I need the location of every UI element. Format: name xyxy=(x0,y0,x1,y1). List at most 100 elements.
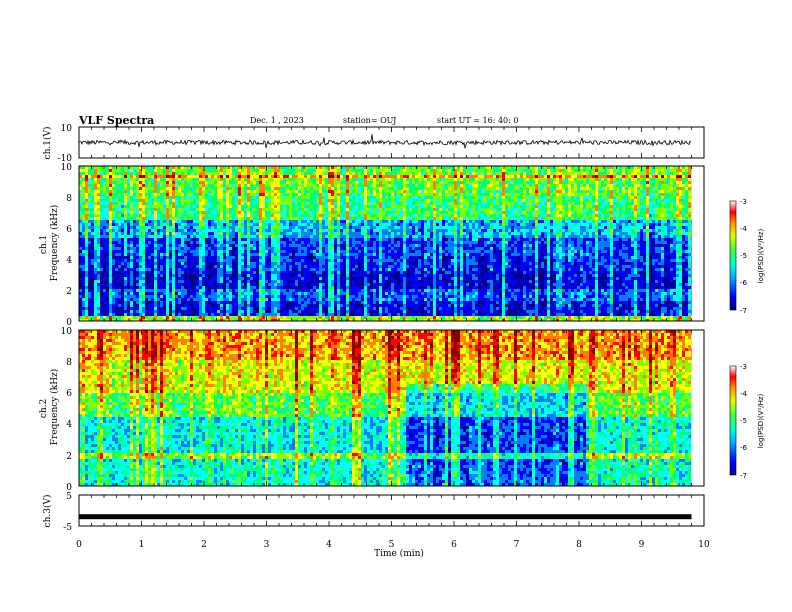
spectrogram-cell xyxy=(610,184,613,187)
spectrogram-cell xyxy=(607,220,610,223)
spectrogram-cell xyxy=(274,178,277,181)
spectrogram-cell xyxy=(88,223,91,226)
spectrogram-cell xyxy=(463,181,466,184)
spectrogram-cell xyxy=(190,193,193,196)
spectrogram-cell xyxy=(448,196,451,199)
spectrogram-cell xyxy=(469,181,472,184)
spectrogram-cell xyxy=(301,205,304,208)
spectrogram-cell xyxy=(523,202,526,205)
spectrogram-cell xyxy=(391,169,394,172)
spectrogram-cell xyxy=(391,232,394,235)
spectrogram-cell xyxy=(256,223,259,226)
spectrogram-cell xyxy=(109,223,112,226)
ch1-ytick-bottom: -10 xyxy=(58,154,73,164)
spectrogram-cell xyxy=(232,235,235,238)
spectrogram-cell xyxy=(427,220,430,223)
spectrogram-cell xyxy=(496,178,499,181)
spectrogram-cell xyxy=(592,214,595,217)
spectrogram-cell xyxy=(271,193,274,196)
spectrogram-cell xyxy=(133,220,136,223)
spectrogram-cell xyxy=(400,202,403,205)
spectrogram-cell xyxy=(424,187,427,190)
spectrogram-cell xyxy=(523,166,526,169)
spectrogram-cell xyxy=(160,196,163,199)
spectrogram-cell xyxy=(550,196,553,199)
spectrogram-cell xyxy=(145,193,148,196)
spectrogram-cell xyxy=(298,196,301,199)
spectrogram-cell xyxy=(523,178,526,181)
spectrogram-cell xyxy=(328,217,331,220)
spectrogram-cell xyxy=(370,172,373,175)
spectrogram-cell xyxy=(124,175,127,178)
spectrogram-cell xyxy=(673,172,676,175)
spectrogram-cell xyxy=(418,199,421,202)
spectrogram-cell xyxy=(616,205,619,208)
spectrogram-cell xyxy=(154,190,157,193)
spectrogram-cell xyxy=(652,229,655,232)
spectrogram-cell xyxy=(295,169,298,172)
spectrogram-cell xyxy=(448,190,451,193)
spectrogram-cell xyxy=(625,166,628,169)
spectrogram-cell xyxy=(316,184,319,187)
spectrogram-cell xyxy=(478,169,481,172)
spectrogram-cell xyxy=(160,169,163,172)
spectrogram-cell xyxy=(268,184,271,187)
spectrogram-cell xyxy=(547,178,550,181)
spectrogram-cell xyxy=(403,175,406,178)
spectrogram-cell xyxy=(187,193,190,196)
spectrogram-cell xyxy=(514,178,517,181)
spectrogram-cell xyxy=(253,232,256,235)
spectrogram-cell xyxy=(385,184,388,187)
spectrogram-cell xyxy=(664,187,667,190)
spectrogram-cell xyxy=(511,232,514,235)
spectrogram-cell xyxy=(316,232,319,235)
spectrogram-cell xyxy=(232,202,235,205)
spectrogram-cell xyxy=(418,226,421,229)
spectrogram-cell xyxy=(115,205,118,208)
spectrogram-cell xyxy=(547,172,550,175)
spectrogram-cell xyxy=(397,232,400,235)
spectrogram-cell xyxy=(535,223,538,226)
spectrogram-cell xyxy=(217,172,220,175)
spectrogram-cell xyxy=(352,166,355,169)
spectrogram-cell xyxy=(475,217,478,220)
spectrogram-cell xyxy=(370,205,373,208)
spectrogram-cell xyxy=(292,208,295,211)
spectrogram-cell xyxy=(325,205,328,208)
spectrogram-cell xyxy=(469,175,472,178)
spectrogram-cell xyxy=(685,184,688,187)
spectrogram-cell xyxy=(205,205,208,208)
spectrogram-cell xyxy=(475,190,478,193)
spectrogram-cell xyxy=(658,193,661,196)
spectrogram-cell xyxy=(565,181,568,184)
spectrogram-cell xyxy=(346,178,349,181)
spectrogram-cell xyxy=(244,223,247,226)
spectrogram-cell xyxy=(217,187,220,190)
spectrogram-cell xyxy=(583,196,586,199)
spectrogram-cell xyxy=(532,169,535,172)
spectrogram-cell xyxy=(118,193,121,196)
spectrogram-cell xyxy=(649,229,652,232)
spectrogram-cell xyxy=(277,220,280,223)
spectrogram-cell xyxy=(328,232,331,235)
spectrogram-cell xyxy=(580,220,583,223)
spectrogram-cell xyxy=(334,196,337,199)
spectrogram-cell xyxy=(685,220,688,223)
spectrogram-cell xyxy=(220,214,223,217)
spectrogram-cell xyxy=(577,193,580,196)
spectrogram-cell xyxy=(277,190,280,193)
spectrogram-cell xyxy=(490,190,493,193)
spectrogram-cell xyxy=(391,190,394,193)
spectrogram-cell xyxy=(277,217,280,220)
spectrogram-cell xyxy=(259,205,262,208)
spectrogram-cell xyxy=(298,226,301,229)
spectrogram-cell xyxy=(154,235,157,238)
spectrogram-cell xyxy=(487,184,490,187)
spectrogram-cell xyxy=(691,205,692,208)
spectrogram-cell xyxy=(409,181,412,184)
spectrogram-cell xyxy=(358,175,361,178)
spectrogram-cell xyxy=(577,172,580,175)
spectrogram-cell xyxy=(301,226,304,229)
spectrogram-cell xyxy=(433,235,436,238)
spectrogram-cell xyxy=(679,223,682,226)
